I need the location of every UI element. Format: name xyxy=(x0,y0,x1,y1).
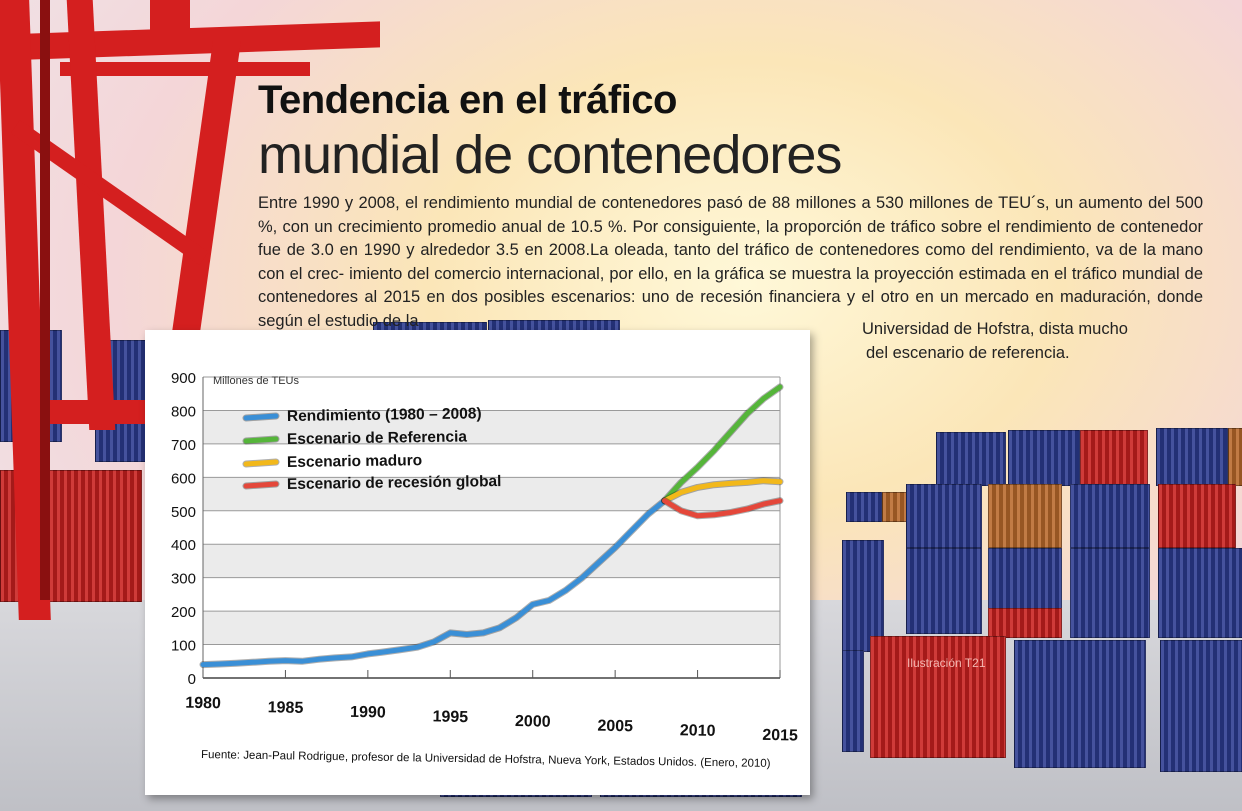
container xyxy=(1156,428,1228,486)
x-tick-label: 1990 xyxy=(350,704,386,722)
container xyxy=(842,650,864,752)
container xyxy=(988,548,1062,610)
page-subtitle: mundial de contenedores xyxy=(258,125,842,185)
container xyxy=(988,484,1062,548)
container xyxy=(1158,484,1236,548)
grid-band xyxy=(203,544,780,578)
y-tick-label: 500 xyxy=(171,504,196,521)
container xyxy=(906,548,982,634)
crane-shadow xyxy=(40,0,50,600)
container xyxy=(1070,548,1150,638)
y-tick-label: 800 xyxy=(171,403,196,420)
series-line xyxy=(200,498,668,668)
legend-swatch xyxy=(243,481,279,489)
crane-beam xyxy=(60,62,310,76)
series-line xyxy=(662,384,783,504)
y-axis-label: Millones de TEUs xyxy=(213,375,299,387)
y-tick-label: 300 xyxy=(171,571,196,588)
legend-swatch xyxy=(243,413,279,421)
container xyxy=(1228,428,1242,486)
legend-label: Escenario de Referencia xyxy=(287,428,468,448)
source-note: Fuente: Jean-Paul Rodrigue, profesor de … xyxy=(201,749,771,770)
container xyxy=(870,636,1006,758)
x-tick-label: 2005 xyxy=(597,718,633,736)
crane-beam xyxy=(150,0,190,30)
page-title: Tendencia en el tráfico xyxy=(258,78,678,122)
container xyxy=(1158,548,1242,638)
series-line xyxy=(662,498,783,519)
y-tick-label: 900 xyxy=(171,370,196,387)
y-tick-label: 400 xyxy=(171,537,196,554)
container xyxy=(1070,484,1150,548)
legend-swatch xyxy=(243,459,279,467)
x-tick-label: 2000 xyxy=(515,713,551,731)
intro-tail-line1: Universidad de Hofstra, dista mucho xyxy=(862,320,1128,338)
y-tick-label: 0 xyxy=(188,671,196,688)
illustration-credit: Ilustración T21 xyxy=(907,656,986,670)
y-tick-label: 200 xyxy=(171,604,196,621)
intro-tail-line2: del escenario de referencia. xyxy=(866,344,1070,362)
x-tick-label: 2010 xyxy=(680,722,716,740)
container xyxy=(1080,430,1148,486)
container xyxy=(906,484,982,548)
x-tick-label: 1980 xyxy=(185,695,221,713)
legend-label: Rendimiento (1980 – 2008) xyxy=(287,405,482,425)
legend-label: Escenario de recesión global xyxy=(287,473,502,493)
container xyxy=(1014,640,1146,768)
x-tick-label: 2015 xyxy=(762,727,798,745)
container xyxy=(842,540,884,652)
intro-paragraph: Entre 1990 y 2008, el rendimiento mundia… xyxy=(258,194,1203,330)
grid-band xyxy=(203,410,780,444)
y-tick-label: 600 xyxy=(171,470,196,487)
y-tick-label: 100 xyxy=(171,638,196,655)
series-line xyxy=(662,478,783,504)
x-tick-label: 1995 xyxy=(432,708,468,726)
container xyxy=(988,608,1062,638)
legend-swatch xyxy=(243,436,279,444)
container xyxy=(1008,430,1080,486)
y-tick-label: 700 xyxy=(171,437,196,454)
x-tick-label: 1985 xyxy=(268,699,304,717)
legend-label: Escenario maduro xyxy=(287,452,422,471)
container xyxy=(1160,640,1242,772)
container xyxy=(936,432,1006,486)
container xyxy=(846,492,882,522)
